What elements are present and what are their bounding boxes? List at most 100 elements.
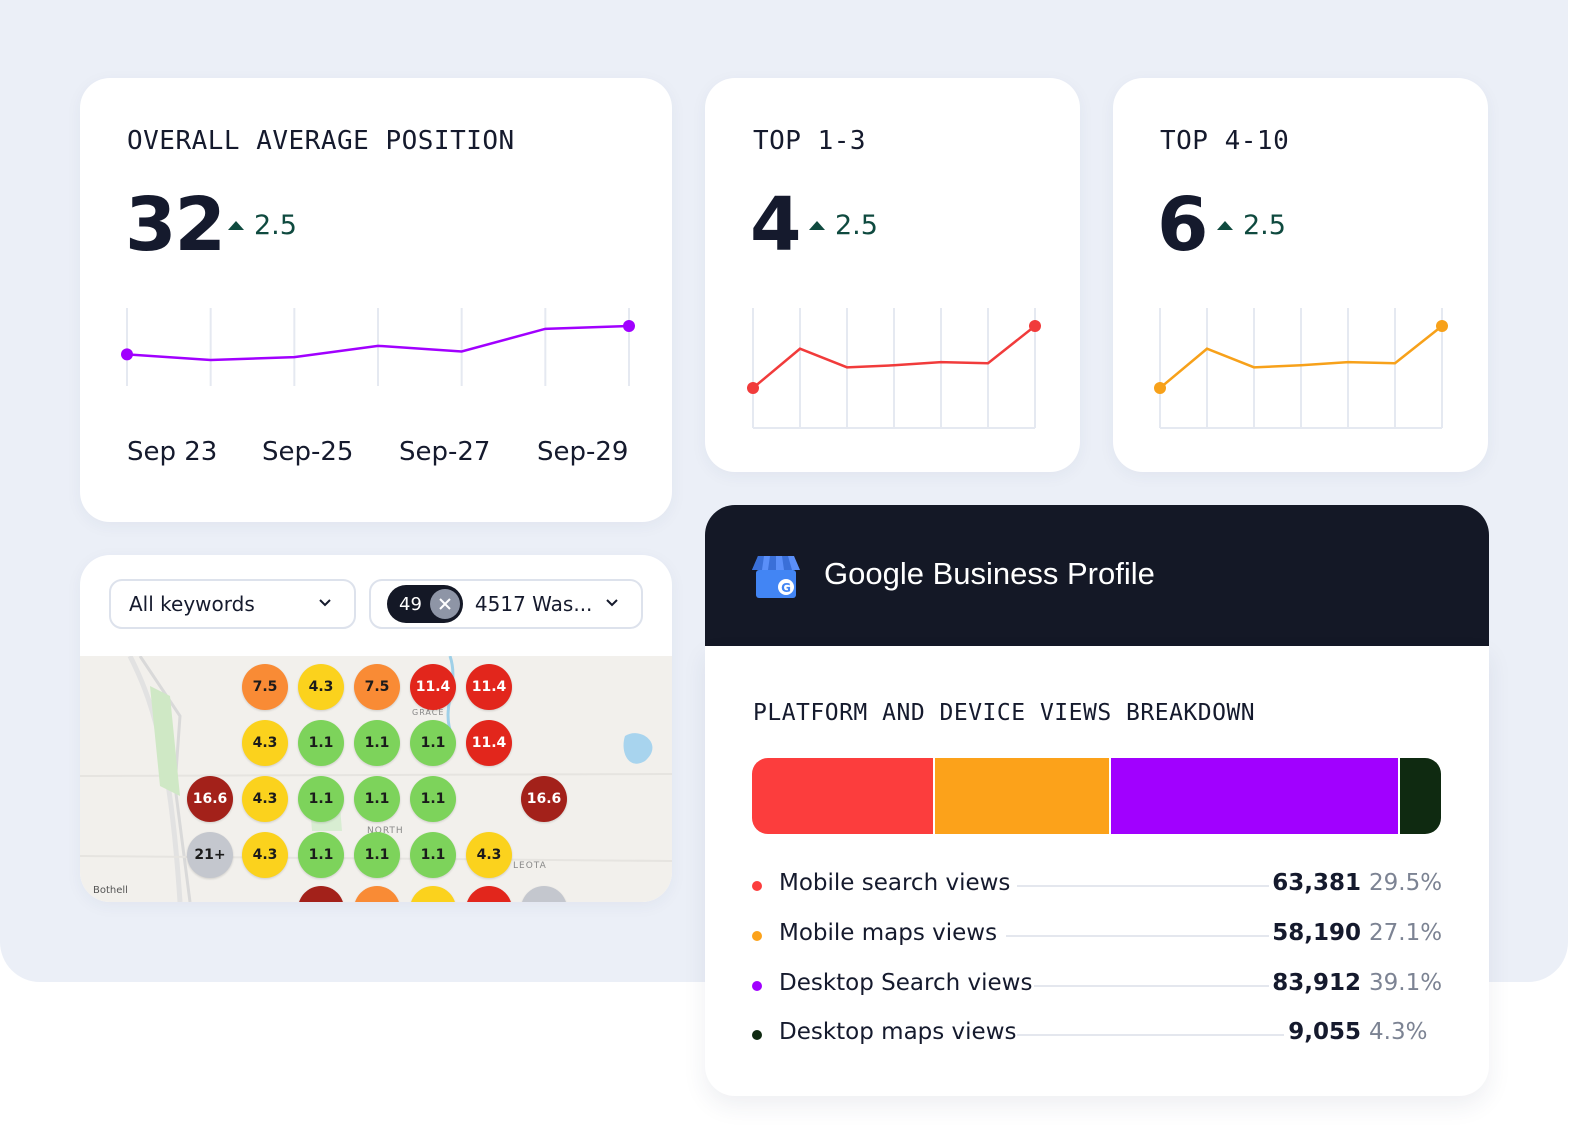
map-label-grace: GRACE: [412, 708, 445, 717]
up-arrow-icon: [228, 221, 244, 230]
top13-delta-value: 2.5: [835, 210, 878, 241]
legend-value: 63,381: [1272, 870, 1361, 896]
chevron-down-icon: [319, 599, 331, 607]
location-select[interactable]: 49 4517 Was...: [369, 579, 643, 629]
map[interactable]: Bothell GRACE NORTH LEOTA 7.5 4.3 7.5 11.4 1…: [80, 656, 672, 902]
legend-value: 9,055: [1288, 1019, 1361, 1045]
legend-label: Desktop maps views: [779, 1019, 1017, 1045]
rank-grid-pin[interactable]: [410, 886, 456, 902]
stacked-bar-segment: [934, 758, 1112, 834]
series-line: [752, 325, 1036, 389]
legend-dot: [752, 931, 762, 941]
legend-row: Mobile maps views 58,190 27.1%: [752, 916, 1442, 956]
endpoint-marker: [747, 382, 759, 394]
legend-leader-line: [1017, 885, 1269, 887]
endpoint-marker: [1029, 320, 1041, 332]
rank-grid-pin[interactable]: 7.5: [354, 664, 400, 710]
rank-grid-pin[interactable]: 11.4: [410, 664, 456, 710]
x-tick-label: Sep 23: [127, 437, 218, 467]
legend-row: Desktop maps views 9,055 4.3%: [752, 1015, 1434, 1055]
top13-title: TOP 1-3: [753, 126, 867, 156]
top410-value: 6: [1157, 182, 1208, 268]
legend-percent: 4.3%: [1369, 1019, 1428, 1045]
endpoint-marker: [121, 348, 133, 361]
rank-grid-pin[interactable]: 4.3: [466, 832, 512, 878]
rank-grid-pin[interactable]: 1.1: [298, 832, 344, 878]
legend-percent: 39.1%: [1369, 970, 1443, 996]
rank-grid-pin[interactable]: 4.3: [242, 832, 288, 878]
close-icon[interactable]: [429, 589, 460, 619]
endpoint-marker: [1154, 382, 1166, 394]
rank-grid-pin[interactable]: 16.6: [187, 776, 233, 822]
top-1-3-card: [705, 78, 1080, 472]
legend-value: 58,190: [1272, 920, 1361, 946]
rank-grid-pin[interactable]: 16.6: [521, 776, 567, 822]
stacked-bar-segment: [1400, 758, 1441, 834]
x-tick-label: Sep-29: [537, 437, 629, 467]
legend-label: Mobile search views: [779, 870, 1011, 896]
chevron-down-icon: [606, 599, 618, 607]
overall-delta-value: 2.5: [254, 210, 297, 241]
rank-grid-pin[interactable]: 7.5: [242, 664, 288, 710]
gbp-title: Google Business Profile: [824, 556, 1155, 591]
top13-delta: 2.5: [809, 210, 878, 241]
legend-leader-line: [1006, 935, 1269, 937]
overall-average-position-card: [80, 78, 672, 522]
google-business-store-icon: G: [752, 556, 800, 598]
x-tick-label: Sep-27: [399, 437, 491, 467]
keyword-select[interactable]: All keywords: [109, 579, 356, 629]
rank-grid-pin[interactable]: 1.1: [410, 720, 456, 766]
endpoint-marker: [1436, 320, 1448, 332]
top13-sparkline: [747, 308, 1041, 429]
rank-grid-pin[interactable]: 11.4: [466, 664, 512, 710]
rank-grid-pin[interactable]: [354, 886, 400, 902]
rank-grid-pin[interactable]: 1.1: [298, 720, 344, 766]
map-label-north: NORTH: [367, 826, 404, 836]
location-count: 49: [399, 593, 422, 615]
rank-grid-pin[interactable]: 4.3: [298, 664, 344, 710]
rank-grid-pin[interactable]: 1.1: [354, 720, 400, 766]
views-stacked-bar: [752, 758, 1441, 834]
views-breakdown-title: PLATFORM AND DEVICE VIEWS BREAKDOWN: [753, 700, 1256, 726]
rank-grid-pin[interactable]: [298, 886, 344, 902]
top410-delta-value: 2.5: [1243, 210, 1286, 241]
legend-percent: 27.1%: [1369, 920, 1443, 946]
legend-dot: [752, 881, 762, 891]
stacked-bar-segment: [752, 758, 935, 834]
rank-grid-pin[interactable]: 1.1: [298, 776, 344, 822]
rank-grid-pin[interactable]: 1.1: [354, 832, 400, 878]
overall-title: OVERALL AVERAGE POSITION: [127, 126, 515, 156]
rank-grid-pin[interactable]: [466, 886, 512, 902]
location-select-value: 4517 Was...: [474, 592, 593, 616]
gbp-header: [705, 505, 1489, 646]
rank-grid-pin[interactable]: 21+: [187, 832, 233, 878]
up-arrow-icon: [1217, 221, 1233, 230]
endpoint-marker: [623, 320, 635, 332]
series-line: [126, 324, 630, 362]
legend-row: Desktop Search views 83,912 39.1%: [752, 966, 1442, 1006]
rank-grid-pin[interactable]: 1.1: [410, 776, 456, 822]
series-line: [1159, 325, 1443, 389]
legend-leader-line: [1017, 1034, 1284, 1036]
keyword-select-value: All keywords: [129, 592, 255, 616]
rank-grid-pin[interactable]: 4.3: [242, 776, 288, 822]
location-count-chip: 49: [387, 585, 463, 623]
rank-grid-pin[interactable]: 1.1: [354, 776, 400, 822]
map-label-leota: LEOTA: [513, 861, 547, 871]
overall-sparkline: [121, 308, 635, 386]
rank-grid-pin[interactable]: 4.3: [242, 720, 288, 766]
legend-dot: [752, 1030, 762, 1040]
top410-title: TOP 4-10: [1160, 126, 1290, 156]
x-tick-label: Sep-25: [262, 437, 354, 467]
rank-grid-pin[interactable]: 1.1: [410, 832, 456, 878]
overall-value: 32: [125, 182, 226, 268]
rank-grid-pin[interactable]: [521, 886, 567, 902]
svg-text:G: G: [781, 581, 791, 595]
overall-delta: 2.5: [228, 210, 297, 241]
rank-grid-pin[interactable]: 11.4: [466, 720, 512, 766]
stacked-bar-segment: [1111, 758, 1400, 834]
legend-label: Desktop Search views: [779, 970, 1033, 996]
legend-value: 83,912: [1272, 970, 1361, 996]
gbp-body: [705, 646, 1489, 1096]
legend-leader-line: [1034, 985, 1269, 987]
